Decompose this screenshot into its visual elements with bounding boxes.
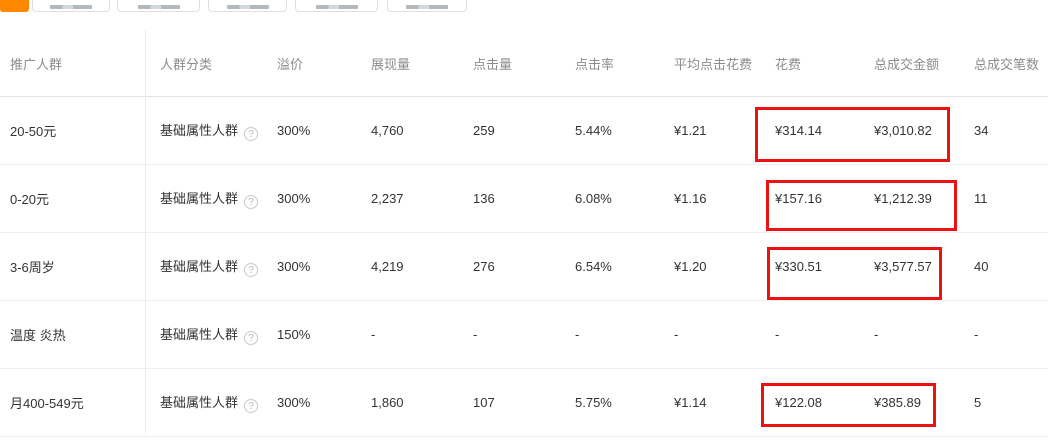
clicks-value: 276 <box>473 259 495 274</box>
highlight-box-row3 <box>767 247 942 300</box>
audience-category: 基础属性人群? <box>145 392 262 413</box>
help-icon[interactable]: ? <box>244 263 259 277</box>
fixed-column-divider <box>145 30 146 435</box>
col-header-clicks: 点击量 <box>473 56 513 72</box>
cost-value: ¥314.14 <box>775 123 822 138</box>
orders-value: 40 <box>974 259 989 274</box>
ctr-value: 6.54% <box>575 259 612 274</box>
gmv-value: ¥1,212.39 <box>874 191 932 206</box>
audience-category: 基础属性人群? <box>145 256 262 277</box>
clicks-value: 259 <box>473 123 495 138</box>
orders-value: 34 <box>974 123 989 138</box>
avg-cpc-value: - <box>674 327 679 342</box>
cropped-label <box>137 5 180 9</box>
audience-category: 基础属性人群? <box>145 120 262 141</box>
toolbar-button-3[interactable] <box>208 0 287 12</box>
impressions-value: 1,860 <box>371 395 404 410</box>
gmv-value: - <box>874 327 879 342</box>
cost-value: ¥330.51 <box>775 259 822 274</box>
help-icon[interactable]: ? <box>244 331 259 345</box>
help-icon[interactable]: ? <box>244 195 259 209</box>
clicks-value: - <box>473 327 478 342</box>
impressions-value: 4,760 <box>371 123 404 138</box>
audience-name: 温度 炎热 <box>10 328 66 343</box>
table-header-row: 推广人群 人群分类 溢价 展现量 点击量 点击率 平均点击花费 花费 总成交金额… <box>0 30 1048 97</box>
impressions-value: 4,219 <box>371 259 404 274</box>
help-icon[interactable]: ? <box>244 127 259 141</box>
audience-category: 基础属性人群? <box>145 188 262 209</box>
help-icon[interactable]: ? <box>244 399 259 413</box>
toolbar-button-4[interactable] <box>295 0 378 12</box>
avg-cpc-value: ¥1.20 <box>674 259 707 274</box>
gmv-value: ¥3,577.57 <box>874 259 932 274</box>
table-row: 20-50元 基础属性人群? 300% 4,760 259 5.44% ¥1.2… <box>0 97 1048 165</box>
orders-value: 11 <box>974 191 988 206</box>
audience-name: 20-50元 <box>10 124 57 139</box>
col-header-avg-cpc: 平均点击花费 <box>674 56 753 72</box>
cropped-label <box>50 5 92 9</box>
cropped-label <box>406 5 448 9</box>
premium-value: 300% <box>277 191 311 206</box>
clicks-value: 136 <box>473 191 495 206</box>
impressions-value: - <box>371 327 376 342</box>
audience-table: 推广人群 人群分类 溢价 展现量 点击量 点击率 平均点击花费 花费 总成交金额… <box>0 30 1048 437</box>
col-header-impressions: 展现量 <box>371 56 411 72</box>
table-row: 3-6周岁 基础属性人群? 300% 4,219 276 6.54% ¥1.20… <box>0 233 1048 301</box>
impressions-value: 2,237 <box>371 191 404 206</box>
audience-name: 3-6周岁 <box>10 260 55 275</box>
col-header-audience: 推广人群 <box>10 56 63 72</box>
audience-name: 月400-549元 <box>10 396 84 411</box>
ctr-value: - <box>575 327 580 342</box>
ctr-value: 6.08% <box>575 191 612 206</box>
toolbar <box>0 0 1048 14</box>
avg-cpc-value: ¥1.21 <box>674 123 707 138</box>
avg-cpc-value: ¥1.14 <box>674 395 707 410</box>
col-header-category: 人群分类 <box>160 56 213 72</box>
premium-value: 150% <box>277 327 311 342</box>
highlight-box-row2 <box>766 180 957 231</box>
col-header-gmv: 总成交金额 <box>874 56 940 72</box>
cost-value: - <box>775 327 780 342</box>
toolbar-button-5[interactable] <box>387 0 467 12</box>
orders-value: 5 <box>974 395 982 410</box>
cost-value: ¥122.08 <box>775 395 822 410</box>
audience-category: 基础属性人群? <box>145 324 262 345</box>
table-row: 温度 炎热 基础属性人群? 150% - - - - - - - <box>0 301 1048 369</box>
premium-value: 300% <box>277 395 311 410</box>
premium-value: 300% <box>277 259 311 274</box>
col-header-ctr: 点击率 <box>575 56 615 72</box>
cost-value: ¥157.16 <box>775 191 822 206</box>
ctr-value: 5.44% <box>575 123 612 138</box>
highlight-box-row1 <box>755 107 950 162</box>
avg-cpc-value: ¥1.16 <box>674 191 707 206</box>
highlight-box-row5 <box>761 383 936 427</box>
primary-action-button[interactable] <box>0 0 29 12</box>
table-row: 0-20元 基础属性人群? 300% 2,237 136 6.08% ¥1.16… <box>0 165 1048 233</box>
col-header-premium: 溢价 <box>277 56 304 72</box>
gmv-value: ¥3,010.82 <box>874 123 932 138</box>
clicks-value: 107 <box>473 395 495 410</box>
toolbar-button-2[interactable] <box>117 0 200 12</box>
ctr-value: 5.75% <box>575 395 612 410</box>
orders-value: - <box>974 327 979 342</box>
table-row: 月400-549元 基础属性人群? 300% 1,860 107 5.75% ¥… <box>0 369 1048 437</box>
cropped-label <box>315 5 358 9</box>
audience-name: 0-20元 <box>10 192 50 207</box>
premium-value: 300% <box>277 123 311 138</box>
toolbar-button-1[interactable] <box>32 0 110 12</box>
gmv-value: ¥385.89 <box>874 395 921 410</box>
col-header-orders: 总成交笔数 <box>974 56 1040 72</box>
cropped-label <box>226 5 269 9</box>
col-header-cost: 花费 <box>775 56 802 72</box>
